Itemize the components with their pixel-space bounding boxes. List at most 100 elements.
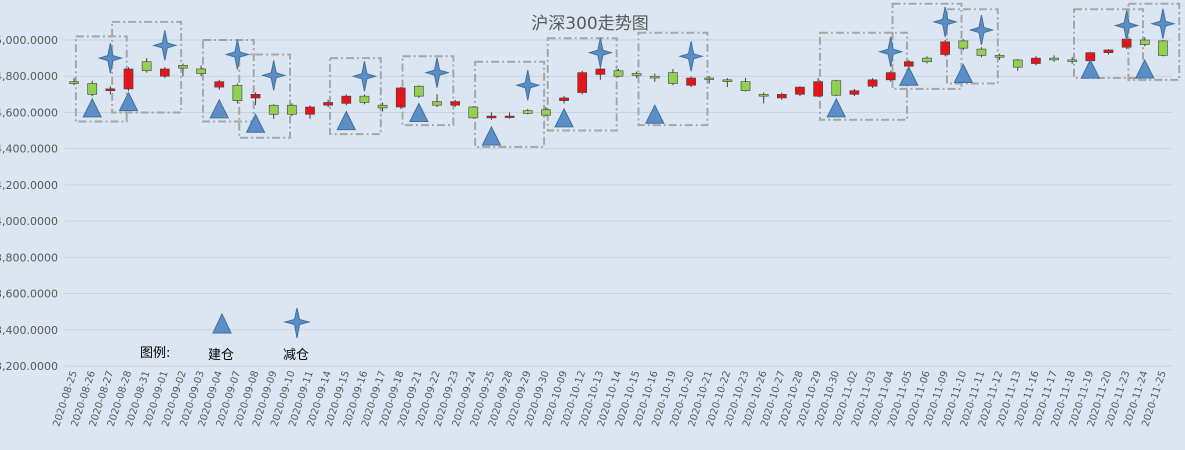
candle-body [450,101,461,106]
candle [668,68,678,86]
buy-triangle-marker [118,91,139,112]
candle [1158,40,1168,57]
candle [994,53,1005,60]
candle [795,86,805,97]
candle-body [305,106,315,115]
candle [867,78,878,88]
candle-body [704,77,715,80]
candle [468,106,479,119]
sell-star-marker [877,36,904,67]
candle-body [813,81,823,97]
candle-body [595,68,606,75]
candle-body [740,81,751,92]
candle-body [1031,57,1041,64]
legend-sell-star-icon [283,307,311,339]
candle [976,47,987,58]
candle-body [976,48,987,56]
sell-star-marker [1113,10,1140,41]
candle [414,85,424,98]
candle [613,68,624,78]
candle [631,71,642,79]
sell-star-marker [932,6,958,37]
legend: 图例: 建仓 减仓 [140,307,311,363]
candle-body [232,84,243,101]
candle-body [414,85,424,97]
buy-triangle-marker [209,98,230,119]
sell-star-marker [968,14,995,46]
candle-body [885,72,896,81]
candle-body [432,101,442,106]
highlight-box [201,39,255,123]
candle-body [1158,40,1168,56]
candle-body [722,79,733,82]
y-tick-label: 3,200.0000 [0,360,58,373]
highlight-box [401,55,455,127]
chart-title: 沪深300走势图 [531,14,648,34]
candle [123,67,134,91]
candle [105,86,116,95]
highlight-box [891,2,963,90]
candle [722,78,733,88]
candle-body [958,40,969,49]
highlight-box [546,37,618,132]
candle-body [486,115,497,119]
buy-triangle-marker [409,102,429,122]
candle [87,80,98,97]
candle [1031,56,1041,66]
sell-star-marker [351,61,378,92]
candle-body [504,115,515,118]
candle [1103,49,1114,55]
marker-layer [82,6,1176,146]
candle [922,56,932,64]
legend-buy-label: 建仓 [208,348,234,363]
candle-body [867,79,878,87]
candle-body [395,87,406,108]
x-axis-ticks: 2020-08-252020-08-262020-08-272020-08-28… [52,370,1169,429]
candle [377,102,388,112]
candle-body [341,95,352,104]
candle-body [1103,49,1114,53]
candle-body [649,75,660,79]
sell-star-marker [1150,8,1176,39]
candle-body [631,73,642,76]
candle-body [795,86,805,95]
sell-star-marker [678,41,704,72]
highlight-box [1127,2,1181,81]
candle-body [1139,39,1150,45]
candle-body [377,104,388,109]
highlight-box [328,57,382,136]
candle [1012,59,1023,71]
candle [958,39,969,50]
candle [196,65,206,77]
legend-label: 图例: [140,346,170,361]
candle [450,99,461,108]
candle-body [87,83,98,95]
sell-star-marker [424,57,450,88]
candle [649,73,660,82]
buy-triangle-marker [644,104,665,124]
y-axis-ticks: 5,000.0000 4,800.0000 4,600.0000 4,400.0000… [0,34,58,373]
candle-body [105,88,116,92]
buy-triangle-marker [899,66,919,86]
y-tick-label: 4,800.0000 [0,70,58,83]
candle [1049,55,1059,62]
legend-sell-label: 减仓 [283,348,309,363]
candle [541,107,551,117]
candle [776,92,787,100]
buy-triangle-marker [336,110,357,131]
candle [141,58,152,73]
candle-body [123,68,134,90]
grid-layer [65,39,1172,367]
candle [341,94,352,106]
candle [359,94,370,105]
candle [395,87,406,109]
sell-star-marker [224,39,251,70]
candle [250,92,261,106]
sell-star-marker [97,43,124,74]
candle-body [541,109,551,116]
candle-body [196,68,206,74]
y-tick-label: 4,400.0000 [0,143,58,156]
y-tick-label: 3,800.0000 [0,251,58,264]
candle [595,68,606,80]
